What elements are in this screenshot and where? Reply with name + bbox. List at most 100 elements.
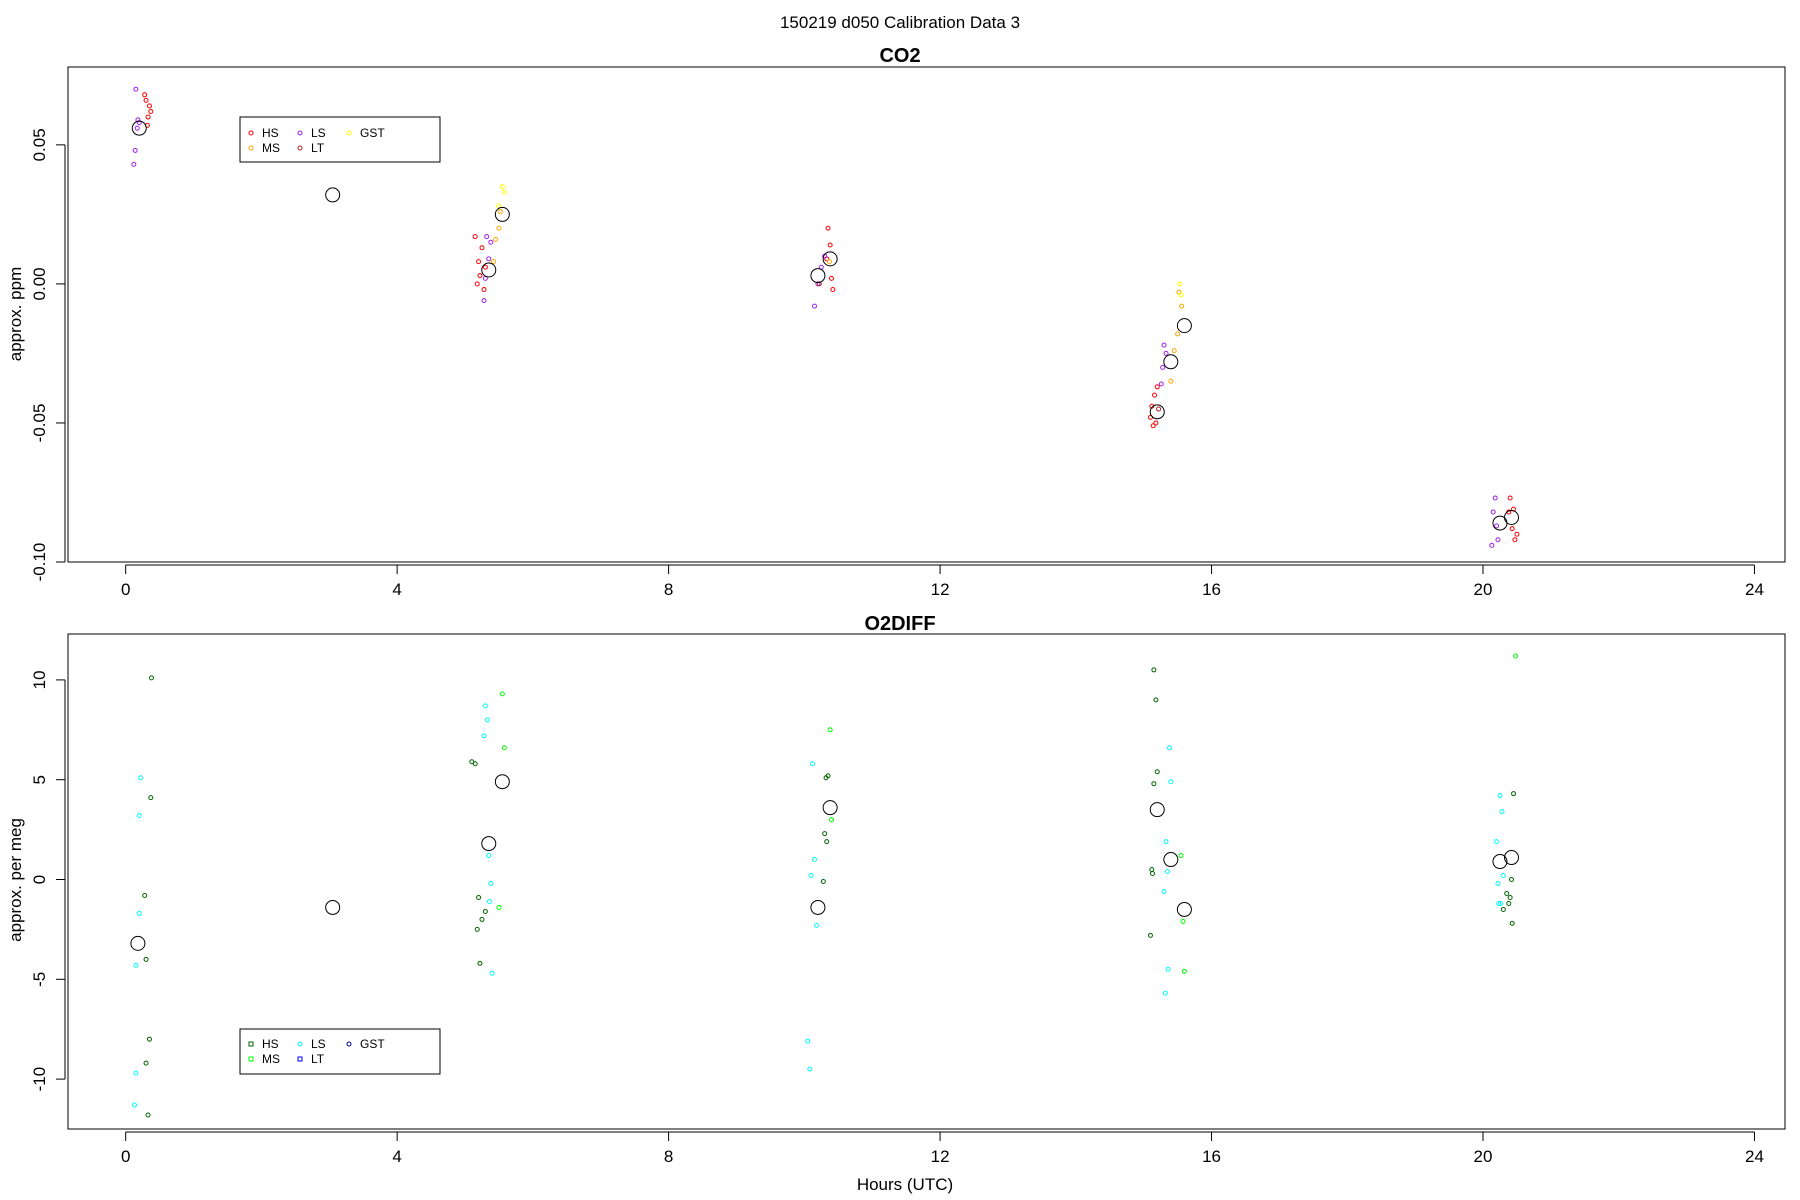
- o2diff-point-ls: [489, 970, 495, 976]
- co2-point-hs: [477, 273, 483, 279]
- co2-x-axis: 0 4 8 12 16 20 24: [121, 564, 1764, 599]
- co2-point-ls: [1160, 364, 1166, 370]
- o2diff-point-ms: [1513, 653, 1519, 659]
- co2-point-hs: [1514, 531, 1520, 537]
- o2diff-point-ms: [828, 817, 834, 823]
- co2-x-tick-label: 12: [931, 580, 950, 599]
- o2diff-y-tick-label: -10: [30, 1067, 49, 1092]
- o2diff-point-ls: [1161, 888, 1167, 894]
- co2-point-hs: [830, 286, 836, 292]
- o2diff-point-ls: [1164, 869, 1170, 875]
- o2diff-point-hs: [148, 675, 154, 681]
- o2diff-point-hs: [1504, 890, 1510, 896]
- co2-y-tick-label: 0.00: [30, 267, 49, 300]
- o2diff-y-tick-label: -5: [30, 972, 49, 987]
- o2diff-x-tick-label: 12: [931, 1147, 950, 1166]
- co2-point-ls: [1163, 350, 1169, 356]
- o2diff-point-hs: [1153, 697, 1159, 703]
- co2-panel: CO2 approx. ppm 0 4 8 12 16 20 24 0.05 0.00 -0.0…: [6, 45, 1786, 599]
- co2-point-hs: [1153, 420, 1159, 426]
- co2-point-hs: [148, 108, 154, 114]
- co2-point-ls: [133, 86, 139, 92]
- o2diff-point-ls: [1499, 809, 1505, 815]
- o2diff-point-hs: [479, 916, 485, 922]
- o2diff-legend-label-ls: LS: [311, 1037, 326, 1051]
- co2-point-hs: [142, 92, 148, 98]
- o2diff-point-ls: [808, 873, 814, 879]
- o2diff-point-hs: [1149, 871, 1155, 877]
- co2-legend-label-ms: MS: [262, 141, 280, 155]
- o2diff-x-tick-label: 24: [1745, 1147, 1764, 1166]
- o2diff-point-hs: [472, 761, 478, 767]
- o2diff-y-tick-label: 0: [30, 875, 49, 884]
- o2diff-point-ls: [138, 775, 144, 781]
- o2diff-point-hs: [477, 960, 483, 966]
- co2-point-hs: [1152, 392, 1158, 398]
- o2diff-point-ms: [1181, 968, 1187, 974]
- co2-point-hs: [476, 259, 482, 265]
- o2diff-legend-label-lt: LT: [311, 1052, 325, 1066]
- o2diff-point-hs: [1507, 894, 1513, 900]
- o2diff-point-hs: [1151, 667, 1157, 673]
- o2diff-point-ls: [136, 813, 142, 819]
- o2diff-point-ls: [1497, 793, 1503, 799]
- o2diff-point-hs: [1154, 769, 1160, 775]
- o2diff-point-hs: [145, 1112, 151, 1118]
- o2diff-mean-point: [1149, 802, 1165, 818]
- co2-point-hs: [1507, 495, 1513, 501]
- co2-point-ms: [826, 259, 832, 265]
- co2-x-tick-label: 20: [1474, 580, 1493, 599]
- co2-point-lt: [816, 281, 822, 287]
- co2-mean-point: [822, 251, 838, 267]
- o2diff-y-tick-label: 5: [30, 775, 49, 784]
- co2-y-axis: 0.05 0.00 -0.05 -0.10: [30, 128, 66, 581]
- o2diff-point-hs: [148, 795, 154, 801]
- co2-panel-title: CO2: [879, 45, 920, 67]
- o2diff-mean-point: [1163, 852, 1179, 868]
- co2-point-hs: [482, 264, 488, 270]
- co2-legend-marker-ls: [297, 130, 303, 136]
- o2diff-point-ls: [1500, 873, 1506, 879]
- o2diff-mean-point: [130, 935, 146, 951]
- o2diff-x-tick-label: 20: [1474, 1147, 1493, 1166]
- co2-legend-marker-gst: [346, 130, 352, 136]
- o2diff-point-ls: [136, 910, 142, 916]
- co2-point-ls: [486, 256, 492, 262]
- o2diff-point-ls: [1168, 779, 1174, 785]
- o2diff-legend-label-ms: MS: [262, 1052, 280, 1066]
- co2-legend-label-ls: LS: [311, 126, 326, 140]
- co2-point-hs: [146, 103, 152, 109]
- co2-x-tick-label: 8: [664, 580, 673, 599]
- co2-point-ls: [132, 147, 138, 153]
- o2diff-x-tick-label: 4: [392, 1147, 401, 1166]
- co2-point-lt: [1156, 406, 1162, 412]
- o2diff-y-tick-label: 10: [30, 670, 49, 689]
- o2diff-y-axis-label: approx. per meg: [6, 818, 25, 942]
- co2-point-ls: [134, 125, 140, 131]
- o2diff-legend-marker-hs: [248, 1041, 254, 1047]
- co2-point-hs: [1512, 537, 1518, 543]
- o2diff-point-ls: [1498, 900, 1504, 906]
- co2-point-hs: [827, 242, 833, 248]
- x-axis-label: Hours (UTC): [857, 1175, 953, 1194]
- co2-x-tick-label: 24: [1745, 580, 1764, 599]
- co2-mean-point: [494, 206, 510, 222]
- o2diff-point-hs: [824, 839, 830, 845]
- o2diff-point-ls: [132, 1102, 138, 1108]
- co2-mean-point: [1149, 404, 1165, 420]
- o2diff-point-ls: [482, 703, 488, 709]
- co2-plot-frame: [67, 66, 1786, 563]
- co2-legend-label-gst: GST: [360, 126, 385, 140]
- o2diff-panel-title: O2DIFF: [864, 613, 935, 635]
- o2diff-x-axis: 0 4 8 12 16 20 24: [121, 1131, 1764, 1166]
- o2diff-point-hs: [1506, 900, 1512, 906]
- co2-point-hs: [1509, 526, 1515, 532]
- o2diff-mean-point: [810, 899, 826, 915]
- o2diff-mean-point: [494, 774, 510, 790]
- co2-point-ls: [1489, 542, 1495, 548]
- co2-mean-point: [481, 262, 497, 278]
- co2-point-hs: [143, 97, 149, 103]
- o2diff-point-ls: [1165, 966, 1171, 972]
- co2-point-ls: [1490, 509, 1496, 515]
- o2diff-y-axis: 10 5 0 -5 -10: [30, 670, 66, 1092]
